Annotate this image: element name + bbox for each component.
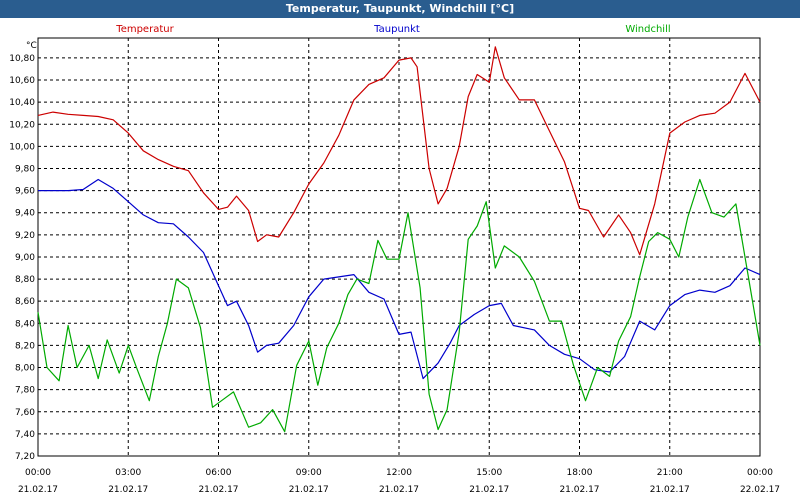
legend-entry: Windchill — [625, 24, 670, 35]
y-axis-ticks: 10,80 10,60 10,40 10,20 10,00 9,80 9,60 9,40 9,2… — [9, 54, 35, 462]
series-line-windchill — [37, 178, 761, 433]
y-tick-label: 8,00 — [15, 364, 35, 374]
x-tick-date: 22.02.17 — [740, 485, 780, 495]
x-tick-time: 18:00 — [567, 468, 593, 478]
x-tick-date: 21.02.17 — [108, 485, 148, 495]
x-tick-time: 09:00 — [296, 468, 322, 478]
y-tick-label: 9,20 — [15, 231, 35, 241]
y-axis-unit: °C — [26, 41, 37, 51]
x-tick-date: 21.02.17 — [289, 485, 329, 495]
y-tick-label: 8,40 — [15, 319, 35, 329]
plot-area — [37, 37, 761, 457]
x-tick-date: 21.02.17 — [198, 485, 238, 495]
y-tick-label: 7,60 — [15, 408, 35, 418]
x-tick-time: 12:00 — [386, 468, 412, 478]
x-tick-date: 21.02.17 — [469, 485, 509, 495]
y-tick-label: 9,60 — [15, 187, 35, 197]
x-tick-date: 21.02.17 — [559, 485, 599, 495]
y-tick-label: 8,80 — [15, 275, 35, 285]
legend-entry: Temperatur — [115, 24, 174, 35]
y-tick-label: 7,80 — [15, 386, 35, 396]
y-tick-label: 10,20 — [9, 120, 35, 130]
x-tick-date: 21.02.17 — [650, 485, 690, 495]
x-tick-time: 00:00 — [747, 468, 773, 478]
legend: Temperatur Taupunkt Windchill — [115, 24, 670, 35]
y-tick-label: 10,40 — [9, 98, 35, 108]
series-line-taupunkt — [38, 178, 761, 380]
window-title: Temperatur, Taupunkt, Windchill [°C] — [0, 0, 800, 18]
x-tick-time: 06:00 — [206, 468, 232, 478]
y-tick-label: 10,00 — [9, 142, 35, 152]
x-tick-date: 21.02.17 — [379, 485, 419, 495]
y-tick-label: 7,40 — [15, 430, 35, 440]
y-tick-label: 10,80 — [9, 54, 35, 64]
x-tick-time: 00:00 — [25, 468, 51, 478]
x-tick-time: 21:00 — [657, 468, 683, 478]
legend-entry: Taupunkt — [373, 24, 420, 35]
x-tick-time: 15:00 — [476, 468, 502, 478]
y-tick-label: 8,20 — [15, 341, 35, 351]
x-axis-ticks: 00:00 21.02.17 03:00 21.02.17 06:00 21.02.17 0… — [18, 468, 780, 495]
y-tick-label: 9,00 — [15, 253, 35, 263]
x-tick-date: 21.02.17 — [18, 485, 58, 495]
series-layer — [37, 46, 761, 433]
y-tick-label: 9,80 — [15, 164, 35, 174]
series-line-temperatur — [37, 46, 761, 256]
y-tick-label: 10,60 — [9, 76, 35, 86]
line-chart: °C Temperatur Taupunkt Windchill 10,80 10,6… — [9, 24, 780, 495]
y-tick-label: 9,40 — [15, 209, 35, 219]
x-tick-time: 03:00 — [115, 468, 141, 478]
y-tick-label: 7,20 — [15, 452, 35, 462]
y-tick-label: 8,60 — [15, 297, 35, 307]
